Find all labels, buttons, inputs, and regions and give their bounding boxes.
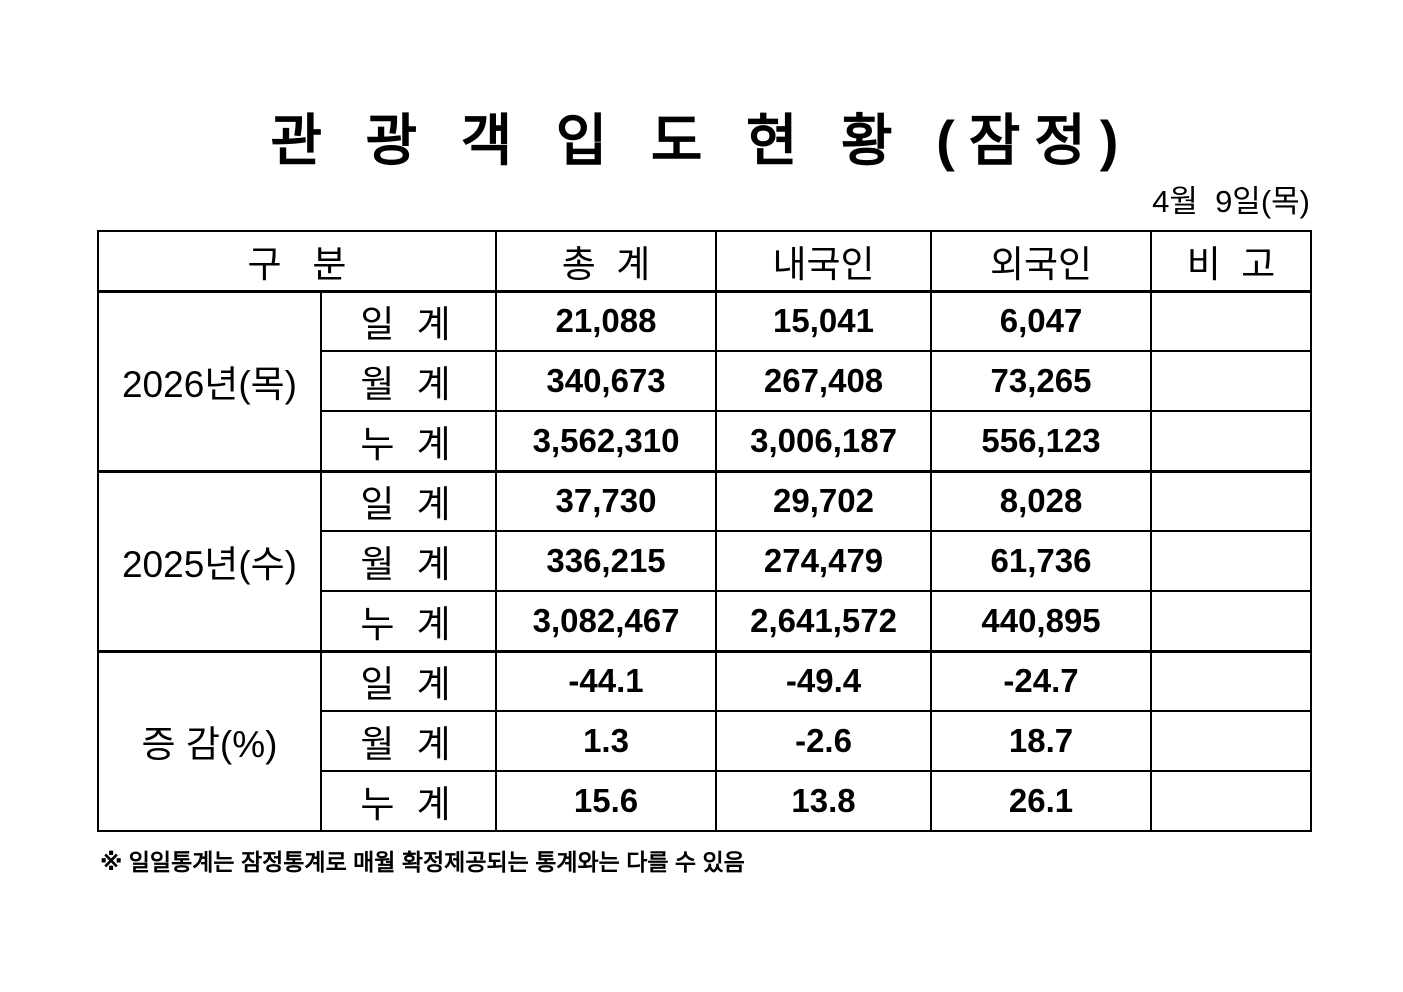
cell-domestic: 29,702 bbox=[715, 469, 933, 532]
cell-foreign: 6,047 bbox=[930, 289, 1153, 352]
cell-foreign: 556,123 bbox=[930, 410, 1153, 472]
table-row: 월 계 336,215 274,479 61,736 bbox=[98, 530, 1313, 592]
cell-remarks bbox=[1150, 410, 1313, 472]
group-label-2026: 2026년(목) bbox=[97, 289, 322, 472]
row-label-daily: 일 계 bbox=[319, 469, 498, 532]
cell-remarks bbox=[1150, 530, 1313, 592]
cell-remarks bbox=[1150, 350, 1313, 412]
table-row: 2025년(수) 일 계 37,730 29,702 8,028 bbox=[97, 469, 1313, 652]
cell-domestic: 2,641,572 bbox=[715, 590, 933, 652]
tourist-arrivals-table: 구 분 총 계 내국인 외국인 비 고 2026년(목) 일 계 21,088 … bbox=[96, 230, 1313, 832]
cell-total: 3,562,310 bbox=[495, 410, 718, 472]
header-category: 구 분 bbox=[96, 230, 498, 293]
cell-remarks bbox=[1150, 469, 1313, 532]
table-row: 월 계 1.3 -2.6 18.7 bbox=[98, 710, 1313, 772]
table-row: 증 감(%) 일 계 -44.1 -49.4 -24.7 bbox=[97, 649, 1313, 832]
row-label-monthly: 월 계 bbox=[319, 350, 498, 412]
table-row: 누 계 3,562,310 3,006,187 556,123 bbox=[98, 410, 1313, 472]
header-foreign: 외국인 bbox=[930, 230, 1153, 293]
cell-total: 15.6 bbox=[495, 770, 718, 832]
cell-total: 3,082,467 bbox=[495, 590, 718, 652]
group-label-change: 증 감(%) bbox=[97, 649, 322, 832]
header-domestic: 내국인 bbox=[715, 230, 933, 293]
row-label-cumulative: 누 계 bbox=[319, 590, 498, 652]
row-label-daily: 일 계 bbox=[319, 289, 498, 352]
table-row: 누 계 15.6 13.8 26.1 bbox=[98, 770, 1313, 832]
row-label-cumulative: 누 계 bbox=[319, 770, 498, 832]
header-remarks: 비 고 bbox=[1150, 230, 1313, 293]
cell-total: 336,215 bbox=[495, 530, 718, 592]
page-title: 관 광 객 입 도 현 황 (잠정) bbox=[270, 109, 1133, 172]
cell-domestic: 3,006,187 bbox=[715, 410, 933, 472]
header-row: 구 분 총 계 내국인 외국인 비 고 bbox=[96, 230, 1313, 293]
header-total: 총 계 bbox=[495, 230, 718, 293]
footnote: ※ 일일통계는 잠정통계로 매월 확정제공되는 통계와는 다를 수 있음 bbox=[100, 849, 745, 875]
cell-domestic: 15,041 bbox=[715, 289, 933, 352]
cell-total: 37,730 bbox=[495, 469, 718, 532]
cell-domestic: 267,408 bbox=[715, 350, 933, 412]
table-row: 월 계 340,673 267,408 73,265 bbox=[98, 350, 1313, 412]
cell-domestic: 13.8 bbox=[715, 770, 933, 832]
cell-foreign: 440,895 bbox=[930, 590, 1153, 652]
cell-foreign: 26.1 bbox=[930, 770, 1153, 832]
cell-foreign: -24.7 bbox=[930, 649, 1153, 712]
report-date: 4월 9일(목) bbox=[1152, 184, 1310, 219]
cell-remarks bbox=[1150, 710, 1313, 772]
cell-foreign: 73,265 bbox=[930, 350, 1153, 412]
row-label-daily: 일 계 bbox=[319, 649, 498, 712]
table-row: 누 계 3,082,467 2,641,572 440,895 bbox=[98, 590, 1313, 652]
cell-remarks bbox=[1150, 590, 1313, 652]
cell-foreign: 18.7 bbox=[930, 710, 1153, 772]
cell-total: -44.1 bbox=[495, 649, 718, 712]
row-label-monthly: 월 계 bbox=[319, 710, 498, 772]
cell-domestic: -2.6 bbox=[715, 710, 933, 772]
row-label-cumulative: 누 계 bbox=[319, 410, 498, 472]
group-label-2025: 2025년(수) bbox=[97, 469, 322, 652]
cell-foreign: 61,736 bbox=[930, 530, 1153, 592]
cell-total: 340,673 bbox=[495, 350, 718, 412]
cell-remarks bbox=[1150, 770, 1313, 832]
cell-remarks bbox=[1150, 649, 1313, 712]
cell-domestic: -49.4 bbox=[715, 649, 933, 712]
cell-remarks bbox=[1150, 289, 1313, 352]
cell-total: 1.3 bbox=[495, 710, 718, 772]
cell-foreign: 8,028 bbox=[930, 469, 1153, 532]
cell-domestic: 274,479 bbox=[715, 530, 933, 592]
row-label-monthly: 월 계 bbox=[319, 530, 498, 592]
cell-total: 21,088 bbox=[495, 289, 718, 352]
table-row: 2026년(목) 일 계 21,088 15,041 6,047 bbox=[97, 289, 1313, 472]
